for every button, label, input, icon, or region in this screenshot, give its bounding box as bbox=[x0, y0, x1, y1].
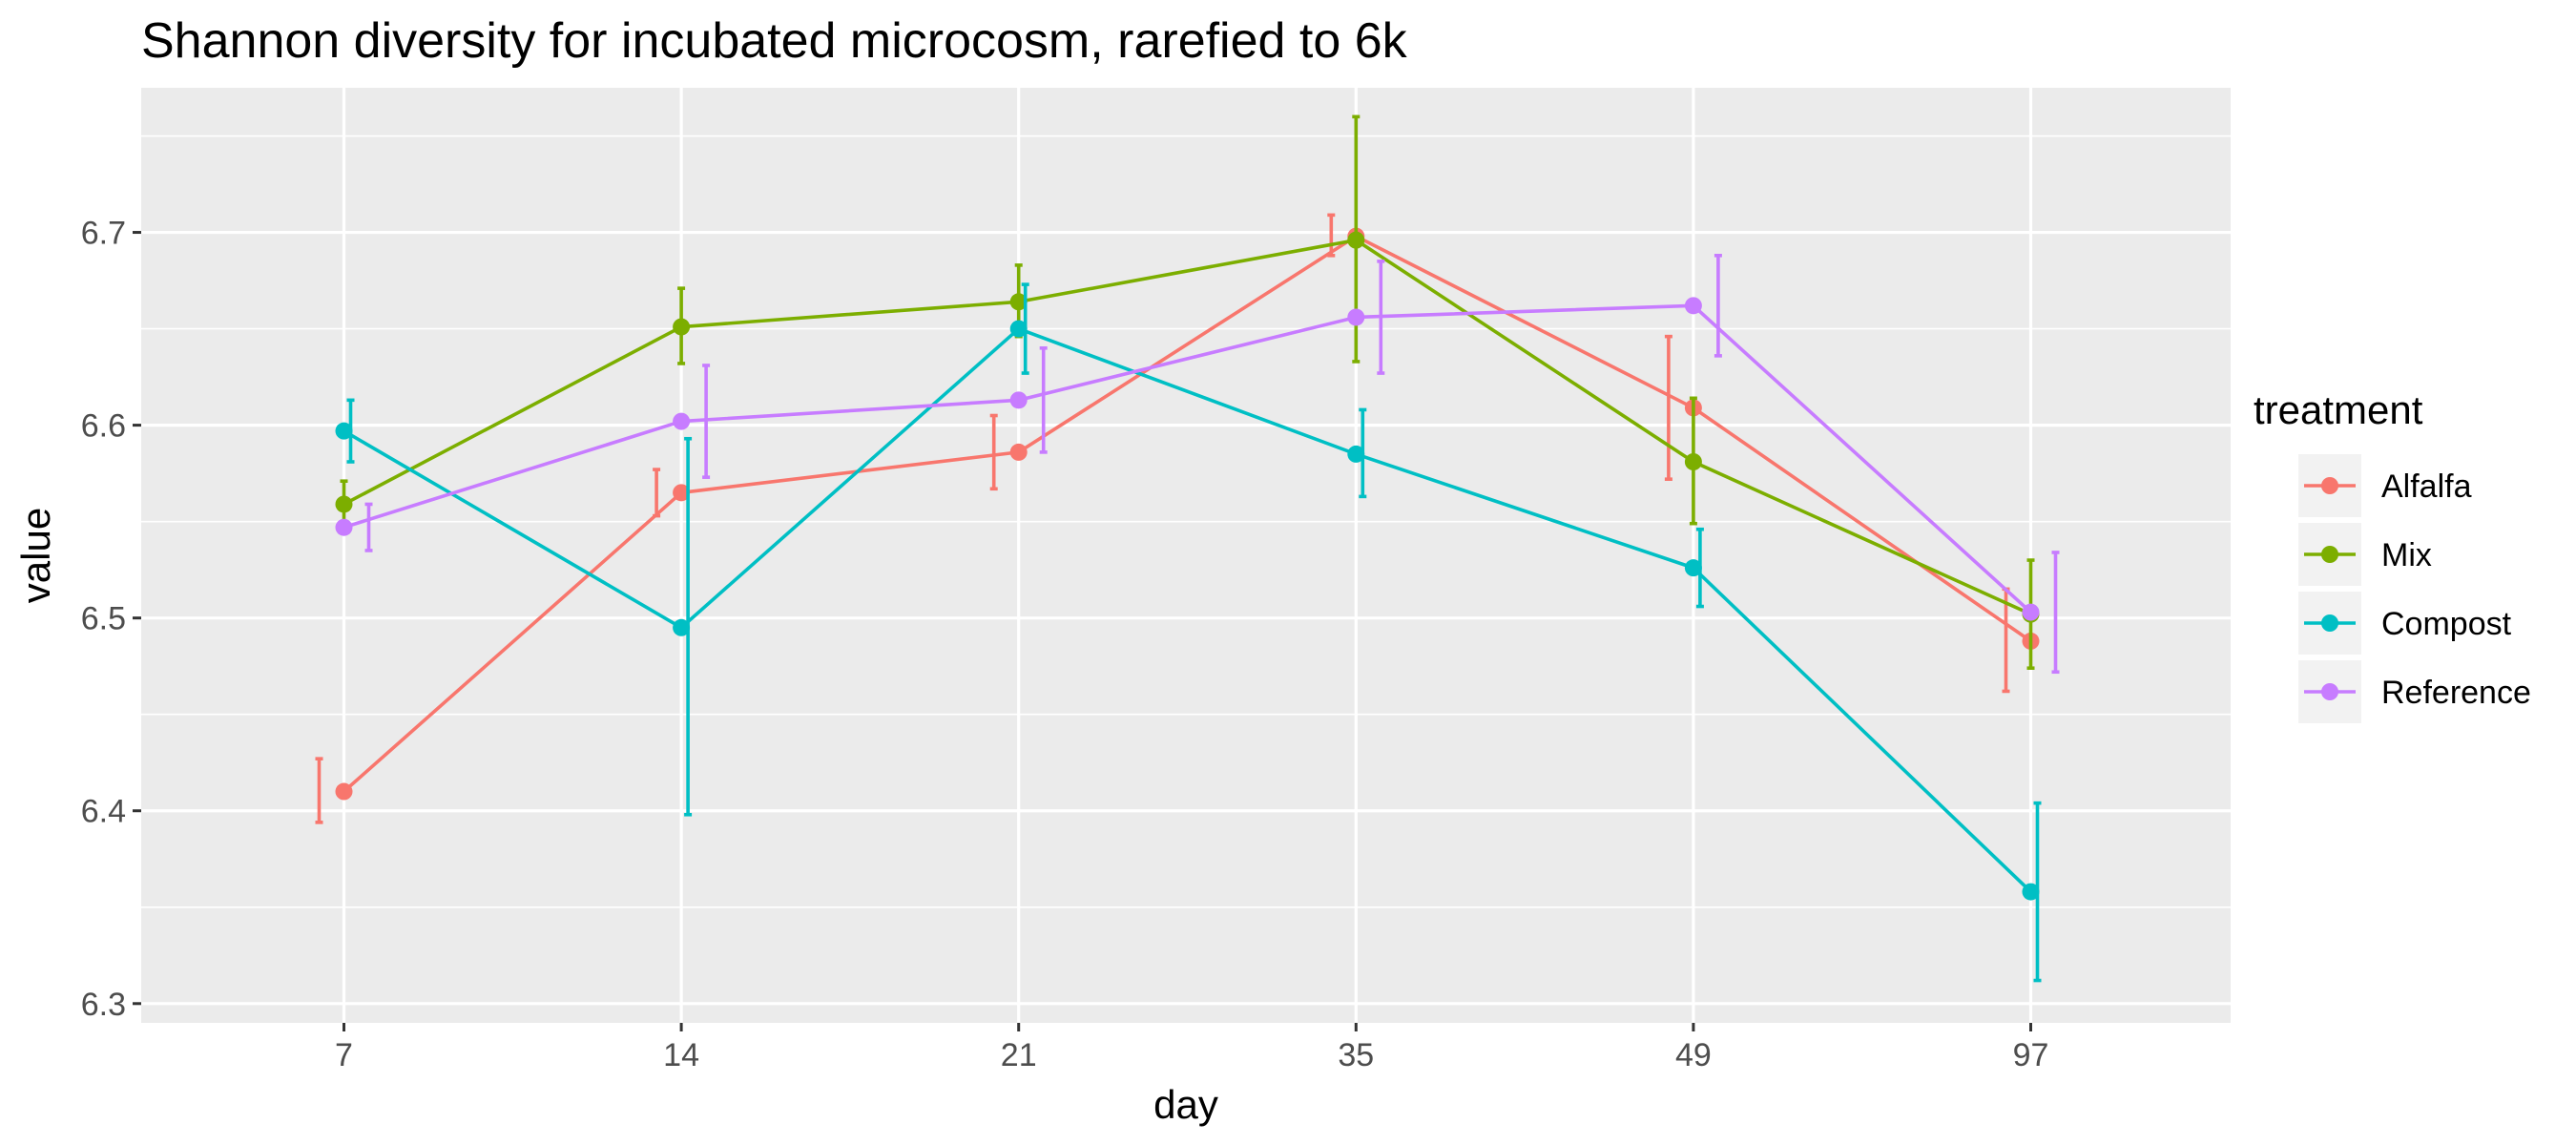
legend-label: Compost bbox=[2381, 606, 2512, 642]
legend-item-compost: Compost bbox=[2298, 592, 2512, 655]
data-point bbox=[1009, 293, 1028, 311]
error-bar bbox=[364, 502, 373, 552]
legend-key-point bbox=[2321, 477, 2338, 494]
y-axis-tick-labels: 6.3 6.4 6.5 6.6 6.7 bbox=[81, 216, 126, 1023]
series-layer bbox=[315, 114, 2060, 983]
x-tick-label: 35 bbox=[1338, 1037, 1374, 1073]
x-tick-label: 49 bbox=[1675, 1037, 1712, 1073]
x-axis-title: day bbox=[1153, 1082, 1218, 1127]
error-bar bbox=[1327, 213, 1336, 258]
error-bar bbox=[1664, 334, 1672, 481]
error-bar bbox=[1714, 253, 1722, 358]
x-tick-label: 7 bbox=[335, 1037, 353, 1073]
plot-panel bbox=[141, 88, 2231, 1023]
data-point bbox=[1684, 559, 1702, 577]
y-tick-label: 6.5 bbox=[81, 601, 126, 637]
y-tick-label: 6.3 bbox=[81, 987, 126, 1023]
legend-item-reference: Reference bbox=[2298, 660, 2531, 723]
error-bar bbox=[702, 364, 711, 479]
y-axis-title: value bbox=[13, 508, 58, 603]
y-tick-label: 6.4 bbox=[81, 794, 126, 830]
data-point bbox=[673, 618, 691, 636]
data-point bbox=[335, 495, 353, 513]
y-tick-label: 6.6 bbox=[81, 408, 126, 445]
series-alfalfa bbox=[315, 213, 2040, 824]
legend-item-mix: Mix bbox=[2298, 523, 2432, 586]
error-bar bbox=[2051, 551, 2060, 675]
data-point bbox=[1684, 297, 1702, 315]
data-point bbox=[2022, 603, 2040, 621]
data-point bbox=[335, 782, 353, 801]
error-bar bbox=[989, 413, 998, 491]
x-axis-tick-labels: 7 14 21 35 49 97 bbox=[335, 1037, 2048, 1073]
data-point bbox=[673, 484, 691, 502]
series-reference bbox=[335, 253, 2060, 675]
legend-key-point bbox=[2321, 546, 2338, 563]
legend-key-point bbox=[2321, 614, 2338, 632]
grid-lines bbox=[141, 88, 2231, 1023]
data-point bbox=[2022, 883, 2040, 901]
data-point bbox=[1009, 391, 1028, 409]
legend-label: Alfalfa bbox=[2381, 468, 2472, 505]
error-bar bbox=[315, 757, 323, 824]
error-bar bbox=[1377, 260, 1385, 375]
data-point bbox=[673, 412, 691, 430]
series-line bbox=[343, 326, 2032, 893]
data-point bbox=[1347, 308, 1365, 326]
x-tick-label: 14 bbox=[663, 1037, 699, 1073]
data-point bbox=[1347, 445, 1365, 463]
legend-label: Reference bbox=[2381, 675, 2531, 711]
data-point bbox=[1347, 231, 1365, 249]
legend-label: Mix bbox=[2381, 537, 2432, 573]
legend-title: treatment bbox=[2254, 387, 2423, 432]
error-bar bbox=[1039, 345, 1048, 454]
series-compost bbox=[335, 282, 2042, 983]
data-point bbox=[1684, 453, 1702, 470]
data-point bbox=[335, 422, 353, 440]
data-point bbox=[673, 318, 691, 336]
data-point bbox=[1009, 443, 1028, 461]
data-point bbox=[1009, 320, 1028, 338]
series-line bbox=[343, 234, 2032, 793]
error-bar bbox=[653, 468, 661, 518]
x-tick-label: 21 bbox=[1001, 1037, 1037, 1073]
legend-item-alfalfa: Alfalfa bbox=[2298, 454, 2472, 517]
data-point bbox=[335, 518, 353, 536]
series-line bbox=[343, 238, 2032, 616]
legend: treatment Alfalfa Mix Compost Reference bbox=[2254, 387, 2531, 723]
axis-ticks bbox=[133, 231, 2032, 1031]
y-tick-label: 6.7 bbox=[81, 216, 126, 252]
chart-title: Shannon diversity for incubated microcos… bbox=[141, 13, 1408, 69]
series-line bbox=[343, 303, 2032, 614]
x-tick-label: 97 bbox=[2013, 1037, 2049, 1073]
legend-key-point bbox=[2321, 683, 2338, 700]
